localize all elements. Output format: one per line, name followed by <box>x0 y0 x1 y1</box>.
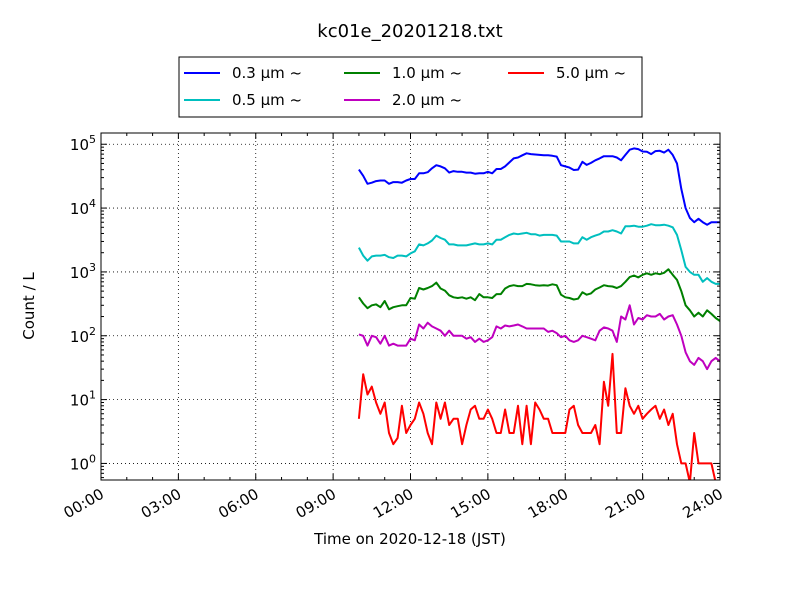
legend: 0.3 μm ~ 0.5 μm ~ 1.0 μm ~ 2.0 μm ~ 5.0 μm ~ <box>178 56 643 118</box>
series-line-1 <box>358 223 720 285</box>
x-tick-label: 00:00 <box>61 485 107 522</box>
series-layer <box>357 147 720 480</box>
y-tick-label: 105 <box>70 133 96 154</box>
series-line-0 <box>358 147 720 226</box>
x-tick-label: 12:00 <box>370 485 416 522</box>
x-axis-label: Time on 2020-12-18 (JST) <box>313 530 506 548</box>
x-tick-label: 15:00 <box>447 485 493 522</box>
series-line-3 <box>358 304 720 371</box>
y-tick-label: 100 <box>70 452 96 473</box>
legend-label-2: 1.0 μm ~ <box>392 64 462 82</box>
legend-label-1: 0.5 μm ~ <box>232 91 302 109</box>
legend-frame <box>178 56 643 118</box>
gridlines <box>101 133 720 480</box>
chart-title: kc01e_20201218.txt <box>317 21 502 42</box>
x-axis-tick-labels: 00:00 03:00 06:00 09:00 12:00 15:00 18:00 21:00… <box>61 485 726 522</box>
series-line-2 <box>358 268 720 322</box>
series-line-4 <box>357 352 717 480</box>
legend-label-0: 0.3 μm ~ <box>232 64 302 82</box>
y-tick-label: 102 <box>70 325 96 346</box>
x-tick-label: 24:00 <box>680 485 726 522</box>
y-tick-label: 101 <box>70 389 96 410</box>
y-tick-label: 103 <box>70 261 96 282</box>
x-tick-label: 03:00 <box>138 485 184 522</box>
y-axis-tick-labels: 100 101 102 103 104 105 <box>70 133 96 473</box>
x-tick-label: 06:00 <box>215 485 261 522</box>
y-axis-label: Count / L <box>20 272 38 340</box>
legend-label-3: 2.0 μm ~ <box>392 91 462 109</box>
x-tick-label: 18:00 <box>525 485 571 522</box>
legend-label-4: 5.0 μm ~ <box>556 64 626 82</box>
x-tick-label: 09:00 <box>293 485 339 522</box>
y-tick-label: 104 <box>70 197 96 218</box>
x-tick-label: 21:00 <box>602 485 648 522</box>
axis-ticks <box>100 133 721 480</box>
